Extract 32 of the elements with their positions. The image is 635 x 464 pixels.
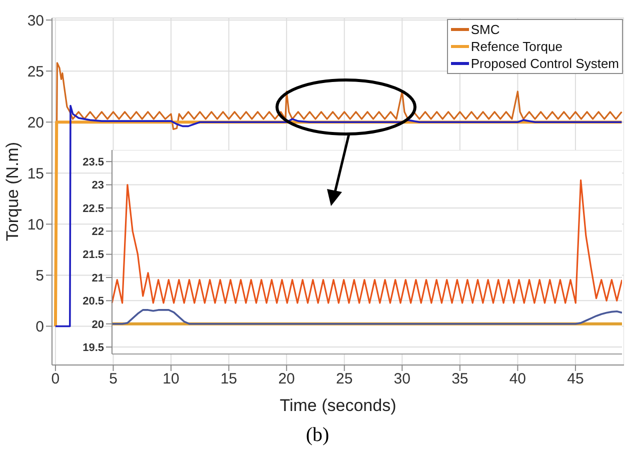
- x-axis-title: Time (seconds): [280, 396, 396, 415]
- y-tick-label: 20: [27, 114, 44, 132]
- x-tick-label: 10: [162, 370, 180, 388]
- y-tick-label: 0: [36, 318, 44, 336]
- x-tick-label: 5: [109, 370, 118, 388]
- y-tick-label: 21.5: [82, 249, 104, 262]
- legend-label: Proposed Control System: [470, 55, 619, 72]
- y-axis-title: Torque (N.m): [3, 142, 22, 242]
- y-tick-label: 23: [92, 180, 104, 192]
- legend-label: Refence Torque: [470, 38, 562, 55]
- x-tick-label: 0: [51, 370, 60, 388]
- y-tick-label: 25: [27, 63, 44, 80]
- x-tick-label: 15: [220, 370, 238, 388]
- x-tick-label: 45: [567, 370, 584, 388]
- legend-label: SMC: [470, 21, 500, 38]
- x-tick-label: 40: [509, 370, 526, 388]
- y-tick-label: 30: [27, 12, 44, 30]
- y-tick-label: 21: [92, 272, 104, 284]
- y-tick-label: 15: [27, 165, 44, 182]
- x-tick-label: 30: [394, 370, 410, 388]
- y-tick-label: 19.5: [82, 342, 104, 354]
- x-tick-label: 20: [278, 370, 295, 388]
- y-tick-label: 20: [92, 318, 104, 331]
- y-tick-label: 22.5: [82, 202, 104, 215]
- y-tick-label: 5: [36, 268, 44, 285]
- y-tick-label: 10: [27, 216, 44, 234]
- y-tick-label: 23.5: [82, 156, 104, 168]
- y-tick-label: 20.5: [82, 296, 104, 308]
- y-tick-label: 22: [92, 226, 104, 238]
- x-tick-label: 25: [336, 370, 353, 388]
- x-tick-label: 35: [452, 370, 468, 388]
- text: (b): [304, 424, 330, 447]
